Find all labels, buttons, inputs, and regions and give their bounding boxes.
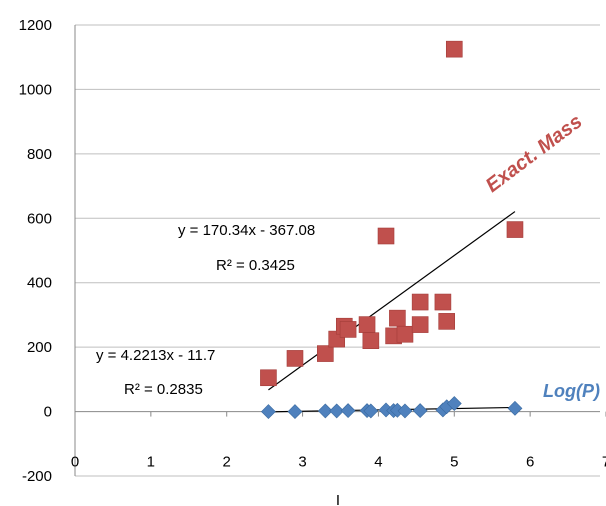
x-tick-label: 4 xyxy=(374,454,382,471)
logp-point xyxy=(317,403,333,419)
exact-mass-point xyxy=(260,369,277,387)
exact-mass-point xyxy=(438,313,456,330)
exact-mass-equation: y = 170.34x - 367.08 xyxy=(178,222,315,239)
y-tick-label: -200 xyxy=(22,468,52,485)
x-tick-label: 0 xyxy=(71,454,79,471)
exact-mass-point xyxy=(286,350,304,367)
logp-point xyxy=(397,403,413,419)
logp-point xyxy=(261,404,276,419)
y-tick-label: 600 xyxy=(27,210,52,227)
logp-point xyxy=(340,403,356,419)
exact-mass-point xyxy=(445,40,463,58)
x-axis-label: I xyxy=(336,492,340,506)
x-tick-label: 6 xyxy=(526,454,534,471)
exact-mass-point xyxy=(396,325,414,343)
trendline-exact-mass xyxy=(268,211,516,391)
y-tick-label: 800 xyxy=(27,146,52,163)
logp-point xyxy=(329,403,345,419)
exact-mass-point xyxy=(339,321,357,338)
exact-mass-point xyxy=(434,293,452,311)
exact-mass-point xyxy=(362,332,380,350)
logp-equation: y = 4.2213x - 11.7 xyxy=(96,347,215,364)
exact-mass-point xyxy=(506,221,524,238)
axes: -200 0 200 400 600 800 1000 1200 0 1 2 3 4 5 6 7 xyxy=(19,17,606,485)
y-tick-label: 0 xyxy=(44,404,52,421)
exact-mass-r2: R² = 0.3425 xyxy=(216,257,295,274)
logp-point xyxy=(363,403,379,419)
x-tick-label: 2 xyxy=(223,454,231,471)
y-tick-label: 400 xyxy=(27,275,52,292)
x-tick-label: 1 xyxy=(147,454,155,471)
y-tick-label: 1200 xyxy=(19,17,52,34)
x-tick-label: 5 xyxy=(450,454,458,471)
logp-point xyxy=(507,400,523,416)
logp-r2: R² = 0.2835 xyxy=(124,381,203,398)
exact-mass-point xyxy=(377,227,395,245)
exact-mass-point xyxy=(317,345,334,362)
y-tick-label: 200 xyxy=(27,339,52,356)
exact-mass-point xyxy=(411,316,429,333)
logp-point xyxy=(446,396,462,411)
logp-point xyxy=(412,403,428,419)
logp-series-label: Log(P) xyxy=(543,381,600,401)
logp-point xyxy=(287,404,303,419)
x-tick-label: 7 xyxy=(602,454,606,471)
exact-mass-point xyxy=(358,316,376,333)
exact-mass-point xyxy=(389,309,406,327)
gridlines xyxy=(75,24,600,477)
y-tick-label: 1000 xyxy=(19,81,52,98)
exact-mass-point xyxy=(411,293,429,311)
x-tick-label: 3 xyxy=(298,454,306,471)
data-points xyxy=(260,40,524,419)
